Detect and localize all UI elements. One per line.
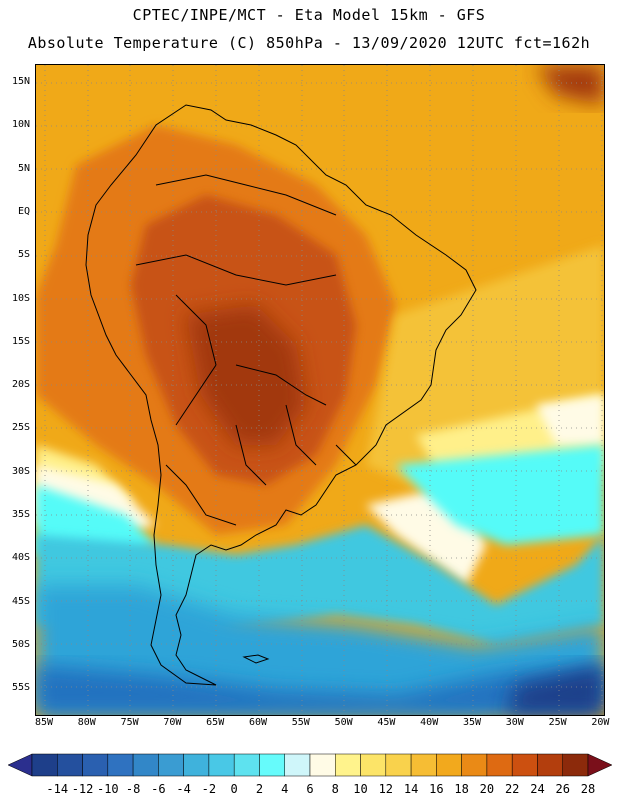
lon-label: 50W	[334, 717, 353, 728]
colorbar-cell	[360, 753, 387, 777]
colorbar-tick-label: 28	[580, 782, 596, 796]
colorbar-high-arrow	[587, 753, 613, 777]
colorbar-cell	[158, 753, 184, 777]
lon-label: 75W	[120, 717, 139, 728]
colorbar-tick-label: 26	[555, 782, 570, 796]
falkland-islands	[242, 654, 270, 664]
lon-label: 80W	[77, 717, 96, 728]
colorbar-tick-label: 22	[504, 782, 520, 796]
lon-label: 25W	[548, 717, 567, 728]
lat-label: 5S	[17, 249, 30, 261]
colorbar-cell	[107, 753, 134, 777]
field-cream-band	[36, 395, 604, 585]
country-borders	[135, 174, 357, 526]
field-deep-warm-corner	[536, 65, 604, 105]
lat-label: 10S	[11, 292, 30, 304]
colorbar-cell	[486, 753, 513, 777]
colorbar-tick-label: 4	[281, 782, 289, 796]
colorbar-cell	[461, 753, 488, 777]
colorbar-cell	[436, 753, 462, 777]
lat-label: 45S	[11, 595, 30, 607]
colorbar-tick-label: 18	[454, 782, 469, 796]
colorbar-low-arrow	[7, 753, 33, 777]
title-line-2: Absolute Temperature (C) 850hPa - 13/09/…	[27, 34, 591, 52]
colorbar-tick-label: 14	[403, 782, 419, 796]
field-cyan-band	[36, 445, 604, 555]
colorbar-tick-label: -2	[201, 782, 217, 796]
field-blue-region	[36, 665, 604, 715]
colorbar-cells	[31, 753, 589, 777]
lat-label: EQ	[17, 205, 30, 217]
lat-label: 25S	[11, 422, 30, 434]
colorbar-tick-label: -10	[96, 782, 119, 796]
lat-label: 35S	[11, 509, 30, 520]
colorbar-tick-label: -14	[46, 782, 69, 796]
colorbar-tick-label: 0	[230, 782, 238, 796]
colorbar-cell	[511, 753, 538, 777]
colorbar-cell	[132, 753, 159, 777]
lat-label: 50S	[11, 638, 30, 650]
lat-label: 55S	[11, 682, 30, 694]
colorbar-tick-label: 10	[353, 782, 368, 796]
lat-label: 5N	[17, 162, 30, 174]
lat-label: 15N	[11, 76, 30, 87]
map-svg	[36, 65, 604, 715]
lat-lon-grid	[36, 65, 604, 715]
colorbar-tick-label: 16	[429, 782, 444, 796]
lon-label: 85W	[34, 717, 54, 728]
colorbar-cell	[183, 753, 210, 777]
lon-label: 35W	[462, 717, 482, 728]
colorbar-cell	[410, 753, 437, 777]
lon-label: 20W	[591, 717, 610, 728]
colorbar-cell	[233, 753, 260, 777]
colorbar-cell	[385, 753, 412, 777]
title-line-1: CPTEC/INPE/MCT - Eta Model 15km - GFS	[132, 6, 486, 24]
lat-label: 10N	[11, 119, 30, 131]
lon-label: 60W	[248, 717, 268, 728]
lon-label: 55W	[291, 717, 310, 728]
south-america-outline	[85, 104, 477, 686]
colorbar-cell	[208, 753, 235, 777]
lat-label: 40S	[11, 552, 30, 564]
lon-label: 30W	[505, 717, 524, 728]
colorbar-tick-label: 8	[331, 782, 339, 796]
colorbar-cell	[259, 753, 285, 777]
colorbar-cell	[537, 753, 563, 777]
field-navy-corner	[506, 665, 604, 715]
colorbar-tick-label: 2	[255, 782, 264, 796]
lon-label: 65W	[206, 717, 225, 728]
colorbar-cell	[335, 753, 361, 777]
coastline	[85, 104, 477, 686]
colorbar-tick-label: -6	[151, 782, 166, 796]
colorbar-cell	[562, 753, 589, 777]
colorbar-tick-label: 6	[306, 782, 314, 796]
temperature-field	[36, 65, 604, 715]
colorbar-cell	[31, 753, 58, 777]
temperature-map	[35, 64, 605, 716]
colorbar-cell	[284, 753, 311, 777]
lon-label: 40W	[420, 717, 439, 728]
lat-label: 15S	[11, 335, 30, 347]
colorbar-tick-label: -12	[71, 782, 94, 796]
lon-label: 45W	[377, 717, 396, 728]
color-scale-bar	[7, 753, 613, 777]
lon-label: 70W	[163, 717, 182, 728]
colorbar-tick-label: 20	[479, 782, 495, 796]
lat-label: 20S	[11, 379, 30, 391]
colorbar-cell	[57, 753, 83, 777]
lat-label: 30S	[11, 465, 30, 477]
colorbar-tick-label: 12	[378, 782, 394, 796]
colorbar-tick-label: 24	[530, 782, 545, 796]
colorbar-tick-label: -4	[176, 782, 191, 796]
colorbar-cell	[82, 753, 109, 777]
colorbar-cell	[309, 753, 336, 777]
colorbar-tick-label: -8	[125, 782, 141, 796]
